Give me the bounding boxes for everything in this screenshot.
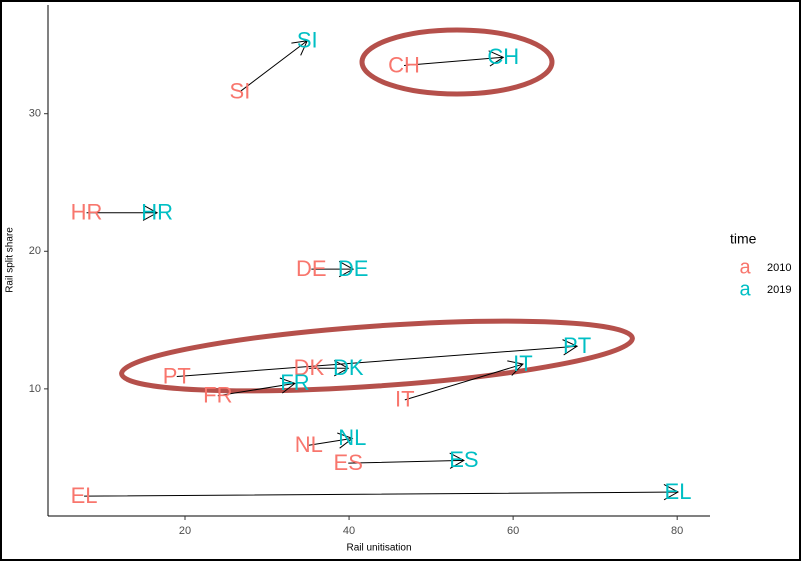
point-label: NL (295, 432, 323, 457)
x-tick-label: 80 (671, 525, 683, 537)
y-tick-label: 30 (29, 108, 41, 120)
point-label: SI (297, 28, 318, 53)
point-label: EL (71, 483, 98, 508)
point-label: FR (280, 370, 309, 395)
highlight-ellipse (359, 27, 555, 97)
legend-symbol: a (739, 278, 751, 300)
x-tick-label: 60 (507, 525, 519, 537)
arrow (308, 432, 354, 449)
legend-label: 2019 (767, 284, 791, 296)
point-label: FR (203, 383, 232, 408)
arrow (176, 339, 579, 377)
point-label: IT (513, 351, 533, 376)
arrow (86, 204, 159, 221)
point-label: DK (333, 355, 364, 380)
arrow (308, 360, 350, 377)
point-label: EL (665, 479, 692, 504)
point-label: HR (141, 200, 173, 225)
point-label: PT (163, 363, 191, 388)
legend-symbol: a (739, 256, 751, 278)
arrow (217, 377, 296, 397)
arrow (311, 261, 355, 278)
y-axis-title: Rail split share (5, 227, 16, 293)
arrow (239, 40, 309, 93)
x-tick-label: 40 (343, 525, 355, 537)
point-label: DK (294, 355, 325, 380)
point-label: CH (487, 44, 519, 69)
x-axis-title: Rail unitisation (346, 543, 411, 554)
point-label: IT (395, 387, 415, 412)
point-label: CH (388, 52, 420, 77)
y-tick-label: 10 (29, 383, 41, 395)
legend-title: time (730, 231, 757, 247)
arrow (348, 452, 465, 469)
point-label: DE (338, 256, 369, 281)
legend-label: 2010 (767, 262, 791, 274)
x-tick-label: 20 (179, 525, 191, 537)
point-label: SI (230, 78, 251, 103)
point-label: PT (563, 333, 591, 358)
y-tick-label: 20 (29, 245, 41, 257)
arrow (404, 360, 524, 401)
point-label: ES (449, 447, 478, 472)
point-label: HR (71, 200, 103, 225)
point-label: NL (338, 425, 366, 450)
arrow (403, 50, 505, 67)
highlight-ellipse (119, 318, 635, 394)
point-label: ES (334, 450, 363, 475)
arrow (84, 484, 680, 501)
point-label: DE (296, 256, 327, 281)
